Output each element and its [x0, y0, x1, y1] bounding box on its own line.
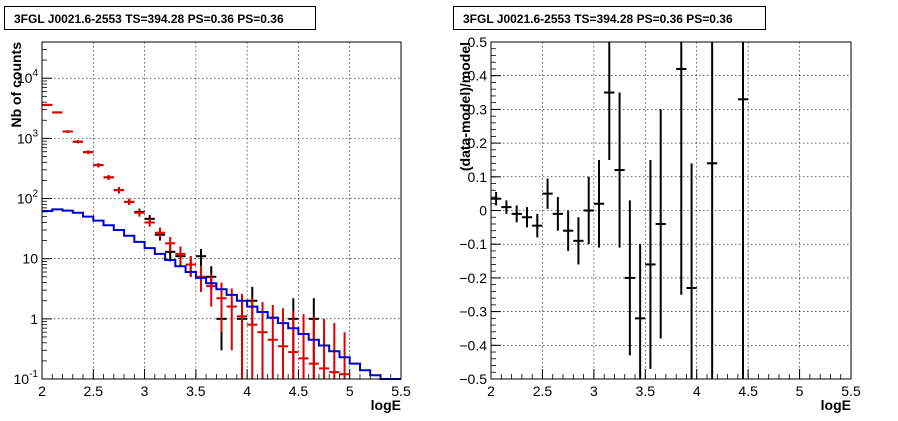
right-y-tick-label: 0.5 [468, 34, 488, 50]
left-plot-title: 3FGL J0021.6-2553 TS=394.28 PS=0.36 PS=0… [4, 6, 316, 30]
right-plot-frame [490, 41, 852, 380]
right-x-tick-label: 4.5 [738, 383, 758, 399]
right-y-axis-title: (data-model)/model [457, 42, 473, 171]
right-x-tick-label: 3 [590, 383, 598, 399]
right-x-tick-label: 4 [693, 383, 701, 399]
right-y-tick-label: −0.3 [459, 304, 487, 320]
left-x-tick-label: 3.5 [186, 383, 206, 399]
left-plot-frame [41, 41, 402, 380]
left-x-tick-label: 2.5 [84, 383, 104, 399]
right-y-tick-label: −0.1 [459, 236, 487, 252]
right-y-tick-label: −0.2 [459, 270, 487, 286]
left-x-tick-label: 4.5 [289, 383, 309, 399]
left-model-step-line [42, 208, 401, 380]
right-y-tick-label: 0.2 [468, 135, 488, 151]
right-plot-title: 3FGL J0021.6-2553 TS=394.28 PS=0.36 PS=0… [453, 6, 766, 30]
left-x-tick-label: 3 [141, 383, 149, 399]
right-x-axis-title: logE [821, 397, 851, 413]
right-y-tick-label: −0.5 [459, 371, 487, 387]
right-x-tick-label: 2.5 [533, 383, 553, 399]
left-y-tick-label: 1 [30, 311, 38, 327]
right-x-tick-label: 5.5 [841, 383, 861, 399]
right-x-tick-label: 3.5 [636, 383, 656, 399]
left-y-tick-label: 103 [17, 128, 39, 146]
right-y-tick-label: −0.4 [459, 337, 487, 353]
right-y-tick-label: 0.3 [468, 101, 488, 117]
left-x-tick-label: 4 [243, 383, 251, 399]
right-y-tick-label: 0.1 [468, 169, 488, 185]
left-y-axis-title: Nb of counts [8, 42, 24, 128]
right-y-tick-label: 0 [479, 203, 487, 219]
right-x-tick-label: 2 [487, 383, 495, 399]
left-x-axis-title: logE [371, 397, 401, 413]
right-y-tick-label: 0.4 [468, 68, 488, 84]
left-x-tick-label: 2 [38, 383, 46, 399]
left-x-tick-label: 5 [346, 383, 354, 399]
left-x-tick-label: 5.5 [391, 383, 411, 399]
left-y-tick-label: 102 [17, 189, 39, 207]
left-y-tick-label: 104 [17, 68, 39, 86]
left-y-tick-label: 10 [22, 251, 38, 267]
right-x-tick-label: 5 [796, 383, 804, 399]
left-y-tick-label: 10-1 [14, 369, 39, 387]
